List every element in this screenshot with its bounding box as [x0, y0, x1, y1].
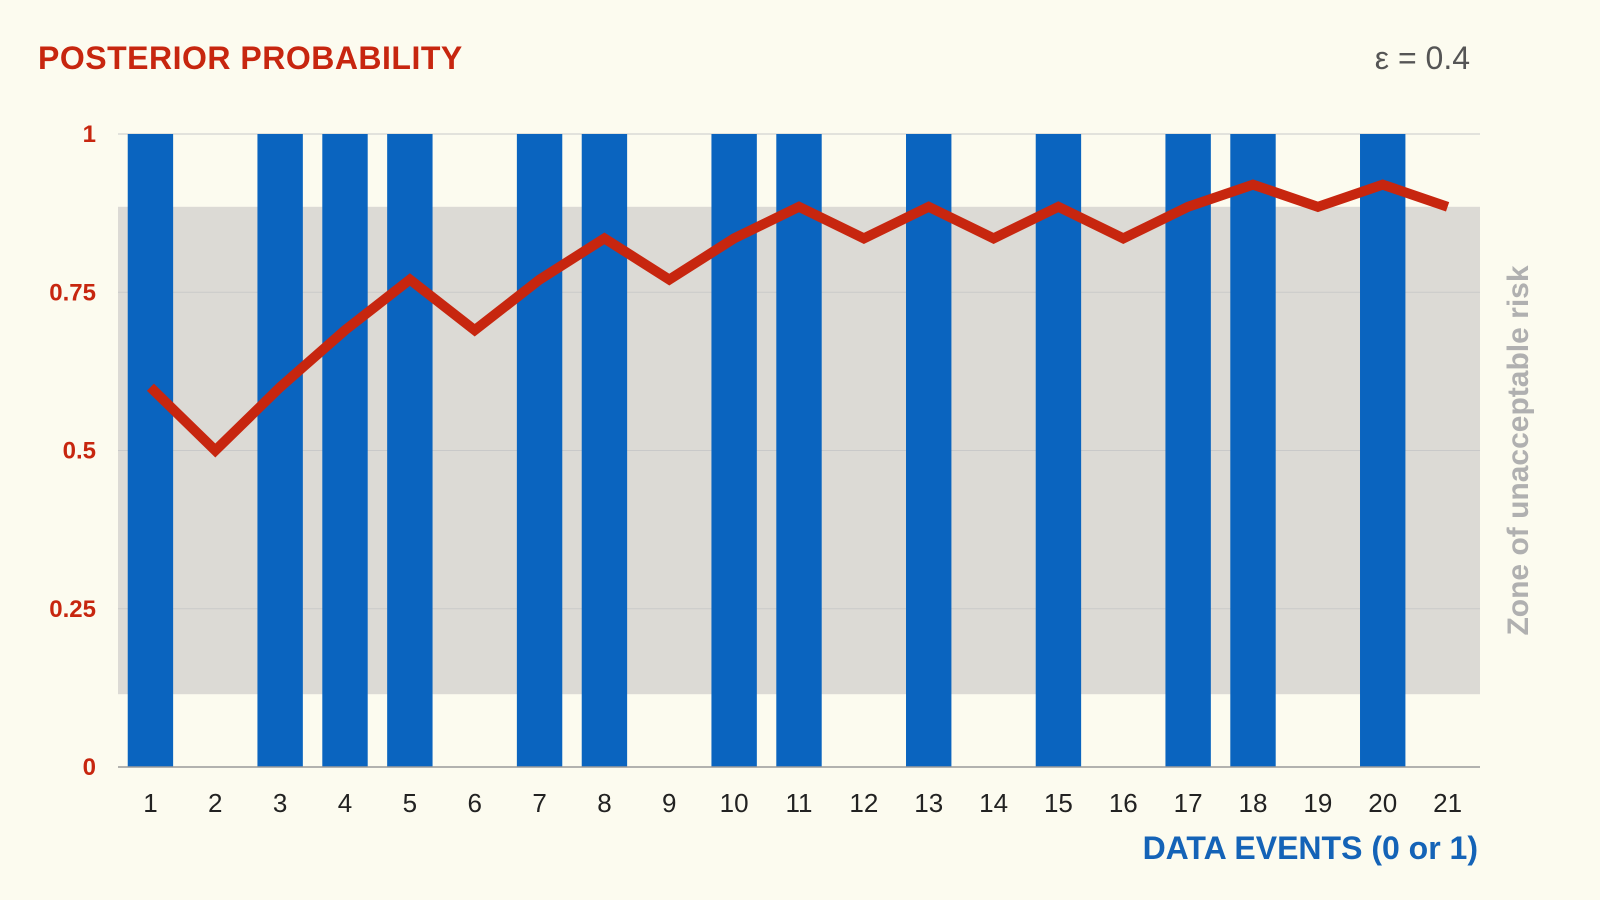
x-tick-label: 2 [208, 788, 222, 818]
x-tick-label: 14 [979, 788, 1008, 818]
data-event-bar [1165, 134, 1211, 767]
x-tick-label: 21 [1433, 788, 1462, 818]
x-tick-label: 3 [273, 788, 287, 818]
x-tick-label: 4 [338, 788, 352, 818]
x-tick-label: 7 [532, 788, 546, 818]
x-axis-label: DATA EVENTS (0 or 1) [1142, 830, 1478, 866]
x-tick-label: 11 [786, 788, 813, 818]
epsilon-label: ε = 0.4 [1374, 40, 1470, 76]
y-tick-label: 0 [83, 754, 96, 781]
risk-zone-label: Zone of unacceptable risk [1502, 265, 1535, 635]
x-tick-label: 18 [1239, 788, 1268, 818]
data-event-bar [387, 134, 433, 767]
data-event-bar [1230, 134, 1276, 767]
data-event-bar [322, 134, 368, 767]
x-tick-label: 1 [143, 788, 157, 818]
y-tick-label: 0.5 [63, 438, 96, 465]
x-tick-label: 20 [1368, 788, 1397, 818]
data-event-bar [906, 134, 952, 767]
data-event-bar [1360, 134, 1406, 767]
x-tick-label: 5 [403, 788, 417, 818]
x-tick-label: 12 [849, 788, 878, 818]
y-tick-label: 0.25 [49, 596, 96, 623]
chart-title: POSTERIOR PROBABILITY [38, 40, 463, 76]
x-tick-label: 13 [914, 788, 943, 818]
x-tick-label: 16 [1109, 788, 1138, 818]
data-event-bar [581, 134, 628, 767]
x-tick-label: 9 [662, 788, 676, 818]
data-event-bar [776, 134, 822, 767]
x-tick-label: 8 [597, 788, 611, 818]
x-tick-label: 15 [1044, 788, 1073, 818]
x-tick-label: 17 [1174, 788, 1203, 818]
y-tick-label: 1 [83, 121, 96, 148]
x-tick-label: 19 [1303, 788, 1332, 818]
data-event-bar [127, 134, 174, 767]
data-event-bar [1035, 134, 1082, 767]
y-tick-label: 0.75 [49, 279, 96, 306]
x-tick-label: 10 [720, 788, 749, 818]
data-event-bar [516, 134, 563, 767]
x-tick-label: 6 [467, 788, 481, 818]
posterior-line [146, 179, 1450, 458]
data-event-bar [257, 134, 303, 767]
